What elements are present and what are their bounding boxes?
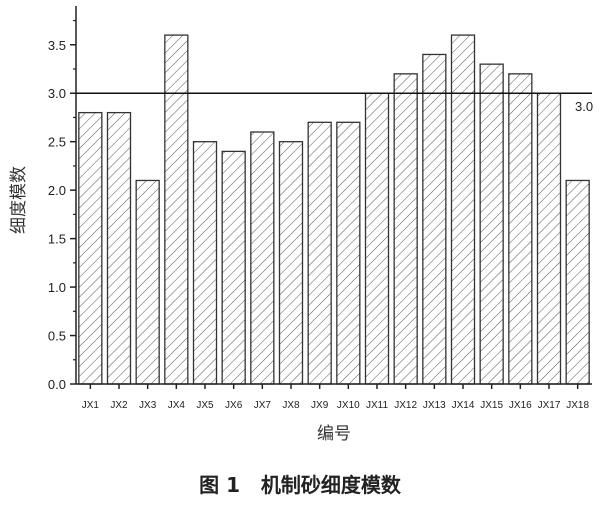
y-tick-label: 0.0 (48, 377, 66, 392)
y-tick-label: 0.5 (48, 329, 66, 344)
bar-JX15 (479, 63, 504, 385)
x-tick-label: JX16 (509, 400, 532, 411)
y-tick-label: 1.5 (48, 232, 66, 247)
bar-JX6 (221, 150, 246, 385)
bar-JX11 (364, 92, 390, 385)
x-tick-label: JX5 (196, 400, 214, 411)
bar-JX18 (565, 179, 590, 385)
bar-JX14 (450, 34, 476, 385)
x-tick-label: JX18 (566, 400, 589, 411)
reference-line-label: 3.0 (575, 99, 593, 114)
y-tick-label: 3.5 (48, 38, 66, 53)
bar-JX4 (164, 34, 189, 385)
y-tick-label: 3.0 (48, 86, 66, 101)
x-tick-label: JX8 (282, 400, 300, 411)
bar-JX16 (508, 73, 533, 385)
bar-JX7 (250, 131, 275, 385)
y-tick-label: 2.5 (48, 135, 66, 150)
bar-JX13 (422, 53, 447, 385)
bar-JX3 (135, 179, 160, 385)
x-tick-label: JX13 (423, 400, 446, 411)
y-tick-label: 1.0 (48, 280, 66, 295)
bar-JX9 (307, 121, 332, 385)
x-tick-label: JX1 (82, 400, 100, 411)
bar-JX5 (192, 141, 218, 385)
x-tick-label: JX10 (337, 400, 360, 411)
bar-JX1 (78, 111, 103, 385)
bar-JX12 (393, 73, 418, 385)
x-tick-label: JX17 (538, 400, 561, 411)
x-tick-label: JX9 (311, 400, 329, 411)
x-tick-label: JX7 (254, 400, 272, 411)
x-tick-label: JX11 (366, 400, 388, 411)
y-axis-label: 细度模数 (9, 166, 29, 234)
x-tick-label: JX6 (225, 400, 243, 411)
x-axis-label: 编号 (317, 424, 351, 444)
x-tick-label: JX4 (168, 400, 186, 411)
bar-JX2 (106, 111, 132, 385)
x-tick-label: JX12 (394, 400, 417, 411)
bar-JX8 (278, 141, 304, 385)
x-tick-label: JX2 (110, 400, 128, 411)
x-tick-label: JX3 (139, 400, 157, 411)
figure-caption: 图 1 机制砂细度模数 (199, 473, 402, 497)
x-tick-label: JX15 (480, 400, 503, 411)
x-tick-label: JX14 (452, 400, 475, 411)
y-tick-label: 2.0 (48, 183, 66, 198)
bar-JX10 (336, 121, 361, 385)
bar-JX17 (536, 92, 562, 385)
